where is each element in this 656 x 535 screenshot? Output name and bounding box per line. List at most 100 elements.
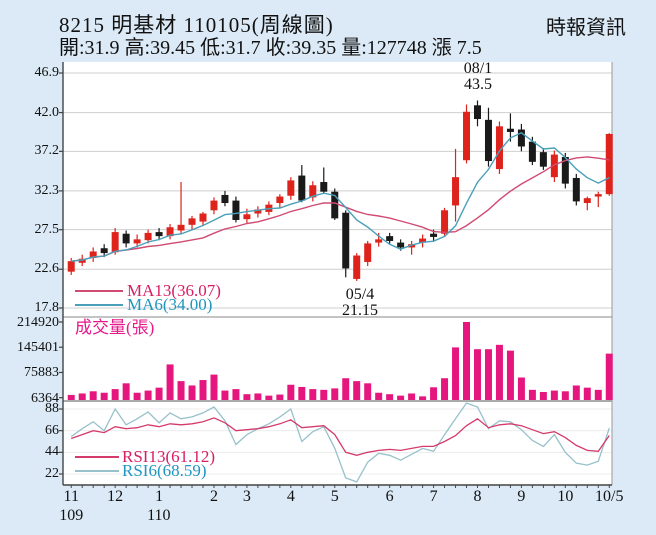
volume-bar bbox=[495, 344, 503, 400]
x-axis-month-label: 10 bbox=[557, 488, 574, 505]
candle-down bbox=[430, 233, 438, 237]
volume-bar bbox=[265, 395, 273, 400]
volume-bar bbox=[430, 387, 438, 400]
chart-pane-background bbox=[63, 62, 612, 485]
candle-up bbox=[594, 194, 602, 197]
volume-bar bbox=[232, 389, 240, 400]
volume-bar bbox=[111, 389, 119, 400]
candle-up bbox=[177, 224, 185, 231]
price-axis-tick-label: 46.9 bbox=[34, 65, 60, 80]
candle-down bbox=[528, 141, 536, 162]
peak-annotation: 08/1 43.5 bbox=[446, 61, 510, 93]
volume-bar bbox=[188, 385, 196, 400]
volume-axis-tick-label: 75883 bbox=[24, 365, 59, 381]
candle-up bbox=[463, 111, 471, 161]
volume-axis-tick-label: 6364 bbox=[31, 390, 59, 406]
volume-bar bbox=[276, 394, 284, 400]
candle-down bbox=[320, 182, 328, 192]
data-source-label: 時報資訊 bbox=[546, 17, 626, 39]
x-axis-month-label: 11 bbox=[63, 488, 79, 505]
candle-down bbox=[397, 242, 405, 248]
ma13-line bbox=[71, 156, 610, 262]
rsi13-line bbox=[70, 417, 610, 456]
ma13-legend-label: MA13(36.07) bbox=[127, 281, 221, 300]
volume-bar bbox=[528, 389, 536, 400]
volume-bar bbox=[254, 393, 262, 400]
trough-annotation-date: 05/4 bbox=[345, 286, 375, 303]
candle-down bbox=[232, 200, 240, 220]
volume-bar bbox=[199, 380, 207, 400]
candle-up bbox=[188, 218, 196, 225]
peak-annotation-value: 43.5 bbox=[464, 76, 492, 93]
peak-annotation-date: 08/1 bbox=[463, 60, 493, 77]
volume-bar bbox=[594, 389, 602, 400]
price-axis-tick-label: 32.3 bbox=[34, 182, 60, 198]
candle-up bbox=[605, 133, 613, 195]
volume-bar bbox=[441, 378, 449, 400]
candle-down bbox=[100, 248, 108, 254]
volume-bar bbox=[583, 387, 591, 400]
volume-bar bbox=[353, 381, 361, 400]
candle-up bbox=[287, 180, 295, 196]
volume-bar bbox=[144, 390, 152, 400]
volume-bar bbox=[298, 386, 306, 400]
volume-bar bbox=[122, 383, 130, 400]
candle-up bbox=[111, 232, 119, 253]
volume-bar bbox=[309, 389, 317, 400]
rsi13-legend-label: RSI13(61.12) bbox=[122, 447, 216, 466]
candle-up bbox=[199, 213, 207, 222]
volume-bar bbox=[221, 390, 229, 400]
volume-bar bbox=[331, 388, 339, 400]
candle-up bbox=[309, 185, 317, 198]
volume-bar bbox=[484, 349, 492, 400]
candle-down bbox=[221, 194, 229, 204]
trough-annotation-value: 21.15 bbox=[342, 302, 378, 319]
candle-down bbox=[386, 236, 394, 241]
candle-up bbox=[441, 210, 449, 234]
volume-bar bbox=[100, 392, 108, 400]
volume-bar bbox=[342, 378, 350, 400]
candle-down bbox=[122, 233, 130, 244]
volume-pane-label: 成交量(張) bbox=[75, 318, 155, 337]
price-axis-tick-label: 17.8 bbox=[34, 300, 60, 315]
candle-down bbox=[561, 156, 569, 184]
candle-up bbox=[166, 227, 174, 237]
candle-up bbox=[353, 255, 361, 279]
candle-down bbox=[539, 152, 547, 167]
ma6-legend-swatch bbox=[75, 304, 123, 306]
volume-bar bbox=[375, 392, 383, 400]
volume-axis-tick-label: 145401 bbox=[17, 340, 59, 356]
ma13-legend-swatch bbox=[75, 290, 123, 292]
volume-bar bbox=[419, 396, 427, 400]
candle-up bbox=[276, 196, 284, 204]
candle-up bbox=[254, 209, 262, 214]
volume-bar bbox=[166, 364, 174, 400]
volume-bar bbox=[561, 391, 569, 400]
price-axis-tick-label: 27.5 bbox=[34, 221, 60, 237]
x-axis-year-label: 109 bbox=[59, 507, 84, 524]
volume-bar bbox=[287, 384, 295, 400]
volume-bar bbox=[539, 392, 547, 400]
volume-bar bbox=[78, 393, 86, 400]
ohlc-quote-line: 開:31.9 高:39.45 低:31.7 收:39.35 量:127748 漲… bbox=[59, 37, 482, 59]
candle-up bbox=[133, 239, 141, 244]
volume-bar bbox=[177, 381, 185, 400]
trough-annotation: 05/4 21.15 bbox=[328, 287, 392, 319]
candle-down bbox=[517, 129, 525, 147]
price-axis-tick-label: 22.6 bbox=[34, 261, 60, 277]
candle-down bbox=[298, 175, 306, 201]
volume-bar bbox=[605, 353, 613, 400]
x-axis-month-label: 12 bbox=[107, 488, 124, 505]
x-axis-month-label: 7 bbox=[429, 488, 438, 505]
candle-up bbox=[144, 232, 152, 241]
rsi13-legend-swatch bbox=[75, 456, 119, 458]
rsi-axis-tick-label: 66 bbox=[45, 422, 59, 438]
candle-up bbox=[583, 198, 591, 204]
rsi-axis-tick-label: 88 bbox=[45, 401, 59, 416]
candle-up bbox=[419, 238, 427, 243]
candle-up bbox=[78, 258, 86, 263]
volume-bar bbox=[155, 387, 163, 400]
candle-down bbox=[331, 191, 339, 219]
volume-bar bbox=[506, 350, 514, 400]
